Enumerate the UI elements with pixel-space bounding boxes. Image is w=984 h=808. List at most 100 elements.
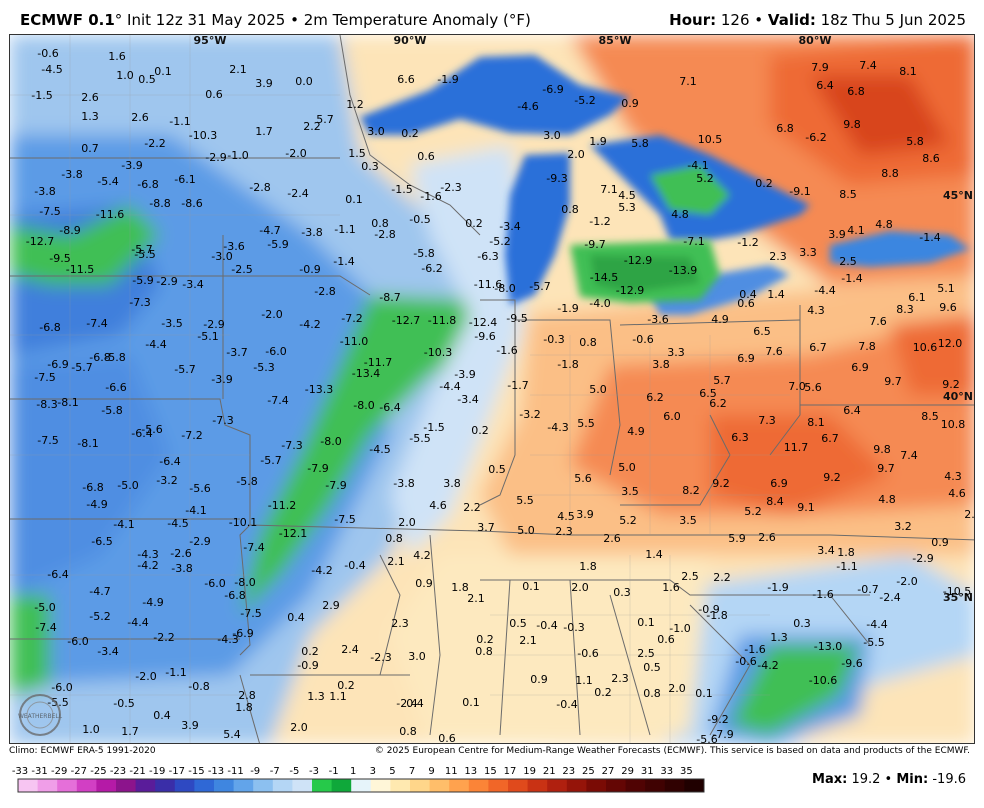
anomaly-value: 9.2 bbox=[712, 477, 730, 490]
anomaly-value: -0.6 bbox=[37, 47, 58, 60]
anomaly-value: 0.1 bbox=[345, 193, 363, 206]
anomaly-value: 6.5 bbox=[753, 325, 771, 338]
anomaly-value: -1.5 bbox=[391, 183, 412, 196]
anomaly-value: -3.9 bbox=[211, 373, 232, 386]
scale-tick: -21 bbox=[129, 766, 145, 777]
anomaly-value: -5.9 bbox=[132, 274, 153, 287]
anomaly-value: 0.8 bbox=[399, 725, 417, 738]
anomaly-value: -6.0 bbox=[67, 635, 88, 648]
anomaly-value: 2.9 bbox=[322, 599, 340, 612]
anomaly-value: 2.5 bbox=[964, 508, 975, 521]
anomaly-value: -11.6 bbox=[474, 278, 502, 291]
anomaly-value: 3.0 bbox=[367, 125, 385, 138]
latitude-label: 35°N bbox=[943, 591, 973, 604]
anomaly-value: 0.8 bbox=[643, 687, 661, 700]
anomaly-value: -5.7 bbox=[260, 454, 281, 467]
anomaly-value: -3.2 bbox=[519, 408, 540, 421]
anomaly-value: -5.8 bbox=[413, 247, 434, 260]
anomaly-value: -2.8 bbox=[314, 285, 335, 298]
anomaly-value: 0.2 bbox=[471, 424, 489, 437]
scale-tick: 23 bbox=[562, 766, 575, 777]
scale-swatch bbox=[96, 779, 117, 792]
anomaly-value: 2.6 bbox=[758, 531, 776, 544]
anomaly-value: -14.5 bbox=[590, 271, 618, 284]
anomaly-value: -1.6 bbox=[420, 190, 441, 203]
scale-tick: -15 bbox=[188, 766, 204, 777]
scale-swatch bbox=[468, 779, 489, 792]
anomaly-value: 1.8 bbox=[579, 560, 597, 573]
anomaly-value: -2.3 bbox=[370, 651, 391, 664]
anomaly-value: -5.8 bbox=[101, 404, 122, 417]
anomaly-value: 2.0 bbox=[571, 581, 589, 594]
graticule-labels: 95°W 90°W 85°W 80°W 45°N 40°N 35°N bbox=[194, 35, 973, 604]
anomaly-value: 2.2 bbox=[303, 120, 321, 133]
anomaly-value: -8.0 bbox=[494, 282, 515, 295]
anomaly-value: 2.6 bbox=[81, 91, 99, 104]
scale-swatch bbox=[312, 779, 333, 792]
scale-tick: -13 bbox=[208, 766, 224, 777]
scale-tick: -5 bbox=[289, 766, 299, 777]
anomaly-value: -4.7 bbox=[259, 224, 280, 237]
scale-tick: -19 bbox=[149, 766, 165, 777]
scale-swatch bbox=[194, 779, 215, 792]
anomaly-value: 7.6 bbox=[765, 345, 783, 358]
anomaly-value: 0.3 bbox=[613, 586, 631, 599]
scale-swatch bbox=[233, 779, 254, 792]
anomaly-value: 9.8 bbox=[843, 118, 861, 131]
anomaly-value: 2.6 bbox=[131, 111, 149, 124]
scale-swatch bbox=[429, 779, 450, 792]
anomaly-value: 10.5 bbox=[698, 133, 723, 146]
anomaly-value: 8.1 bbox=[807, 416, 825, 429]
anomaly-value: 1.9 bbox=[589, 135, 607, 148]
anomaly-value: -8.0 bbox=[353, 399, 374, 412]
anomaly-value: -2.8 bbox=[374, 228, 395, 241]
scale-swatch bbox=[57, 779, 78, 792]
anomaly-value: 1.3 bbox=[307, 690, 325, 703]
anomaly-value: 8.5 bbox=[921, 410, 939, 423]
scale-swatch bbox=[566, 779, 587, 792]
max-value: 19.2 bbox=[851, 772, 881, 787]
anomaly-value: -12.7 bbox=[392, 314, 420, 327]
anomaly-value: 0.2 bbox=[301, 645, 319, 658]
anomaly-value: 3.9 bbox=[576, 508, 594, 521]
anomaly-value: 0.2 bbox=[476, 633, 494, 646]
scale-swatch bbox=[606, 779, 627, 792]
anomaly-value: -5.2 bbox=[574, 94, 595, 107]
anomaly-value: 10.6 bbox=[913, 341, 938, 354]
anomaly-value: -1.9 bbox=[437, 73, 458, 86]
anomaly-value: -4.3 bbox=[217, 633, 238, 646]
anomaly-value: 0.8 bbox=[561, 203, 579, 216]
forecast-map[interactable]: 95°W 90°W 85°W 80°W 45°N 40°N 35°N -0.6 1.6 -4.5… bbox=[9, 34, 975, 744]
anomaly-value: -2.3 bbox=[440, 181, 461, 194]
anomaly-value: -6.8 bbox=[39, 321, 60, 334]
anomaly-value: 7.1 bbox=[679, 75, 697, 88]
anomaly-value: 5.8 bbox=[906, 135, 924, 148]
anomaly-value: 0.8 bbox=[385, 532, 403, 545]
anomaly-value: -0.6 bbox=[632, 333, 653, 346]
init-description: ° Init 12z 31 May 2025 • 2m Temperature … bbox=[114, 11, 531, 29]
anomaly-value: 4.8 bbox=[671, 208, 689, 221]
scale-tick: -1 bbox=[329, 766, 339, 777]
anomaly-value: 9.2 bbox=[942, 378, 960, 391]
anomaly-value: 4.3 bbox=[807, 304, 825, 317]
anomaly-value: 0.1 bbox=[637, 616, 655, 629]
anomaly-value: 0.1 bbox=[695, 687, 713, 700]
anomaly-value: -4.7 bbox=[89, 585, 110, 598]
anomaly-value: -1.0 bbox=[227, 149, 248, 162]
anomaly-value: -7.1 bbox=[683, 235, 704, 248]
anomaly-value: -7.5 bbox=[39, 205, 60, 218]
anomaly-value: -1.7 bbox=[507, 379, 528, 392]
scale-swatch bbox=[508, 779, 529, 792]
anomaly-value: -7.3 bbox=[281, 439, 302, 452]
anomaly-value: 2.3 bbox=[391, 617, 409, 630]
anomaly-value: -0.6 bbox=[577, 647, 598, 660]
anomaly-value: 1.4 bbox=[767, 288, 785, 301]
scale-tick: 27 bbox=[602, 766, 615, 777]
anomaly-value: 5.3 bbox=[618, 201, 636, 214]
anomaly-value: 0.4 bbox=[287, 611, 305, 624]
anomaly-value: 9.7 bbox=[877, 462, 895, 475]
anomaly-value: -9.3 bbox=[546, 172, 567, 185]
anomaly-value: -7.5 bbox=[334, 513, 355, 526]
anomaly-value: 7.4 bbox=[859, 59, 877, 72]
anomaly-value: 3.9 bbox=[828, 228, 846, 241]
